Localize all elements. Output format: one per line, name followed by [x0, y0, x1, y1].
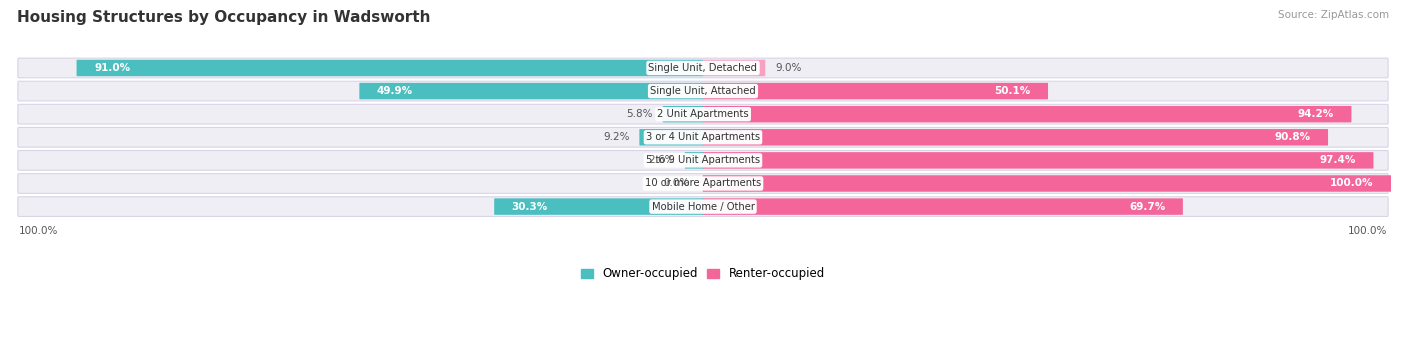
FancyBboxPatch shape	[662, 106, 703, 122]
Text: 9.0%: 9.0%	[775, 63, 801, 73]
FancyBboxPatch shape	[703, 129, 1329, 146]
Text: 0.0%: 0.0%	[664, 178, 689, 189]
FancyBboxPatch shape	[18, 174, 1388, 193]
Text: 10 or more Apartments: 10 or more Apartments	[645, 178, 761, 189]
Text: Mobile Home / Other: Mobile Home / Other	[651, 202, 755, 211]
FancyBboxPatch shape	[703, 198, 1182, 215]
Text: 2 Unit Apartments: 2 Unit Apartments	[657, 109, 749, 119]
Text: Housing Structures by Occupancy in Wadsworth: Housing Structures by Occupancy in Wadsw…	[17, 10, 430, 25]
Text: 30.3%: 30.3%	[512, 202, 548, 211]
FancyBboxPatch shape	[360, 83, 703, 99]
FancyBboxPatch shape	[494, 198, 703, 215]
Text: 69.7%: 69.7%	[1129, 202, 1166, 211]
FancyBboxPatch shape	[703, 60, 765, 76]
Text: 5 to 9 Unit Apartments: 5 to 9 Unit Apartments	[645, 155, 761, 165]
FancyBboxPatch shape	[685, 152, 703, 168]
FancyBboxPatch shape	[703, 175, 1392, 192]
FancyBboxPatch shape	[18, 81, 1388, 101]
Text: 91.0%: 91.0%	[94, 63, 131, 73]
Text: Single Unit, Detached: Single Unit, Detached	[648, 63, 758, 73]
Legend: Owner-occupied, Renter-occupied: Owner-occupied, Renter-occupied	[576, 263, 830, 285]
Text: 2.6%: 2.6%	[648, 155, 675, 165]
Text: 90.8%: 90.8%	[1274, 132, 1310, 142]
FancyBboxPatch shape	[703, 106, 1351, 122]
Text: 100.0%: 100.0%	[18, 226, 58, 236]
Text: 5.8%: 5.8%	[626, 109, 652, 119]
FancyBboxPatch shape	[703, 83, 1047, 99]
FancyBboxPatch shape	[18, 58, 1388, 78]
FancyBboxPatch shape	[18, 150, 1388, 170]
Text: 50.1%: 50.1%	[994, 86, 1031, 96]
Text: 3 or 4 Unit Apartments: 3 or 4 Unit Apartments	[645, 132, 761, 142]
FancyBboxPatch shape	[76, 60, 703, 76]
FancyBboxPatch shape	[703, 152, 1374, 168]
FancyBboxPatch shape	[18, 197, 1388, 217]
FancyBboxPatch shape	[18, 104, 1388, 124]
Text: 100.0%: 100.0%	[1348, 226, 1388, 236]
Text: 94.2%: 94.2%	[1298, 109, 1334, 119]
Text: 49.9%: 49.9%	[377, 86, 413, 96]
Text: 100.0%: 100.0%	[1330, 178, 1374, 189]
Text: Source: ZipAtlas.com: Source: ZipAtlas.com	[1278, 10, 1389, 20]
Text: 9.2%: 9.2%	[603, 132, 630, 142]
FancyBboxPatch shape	[640, 129, 703, 146]
FancyBboxPatch shape	[18, 128, 1388, 147]
Text: Single Unit, Attached: Single Unit, Attached	[650, 86, 756, 96]
Text: 97.4%: 97.4%	[1320, 155, 1355, 165]
